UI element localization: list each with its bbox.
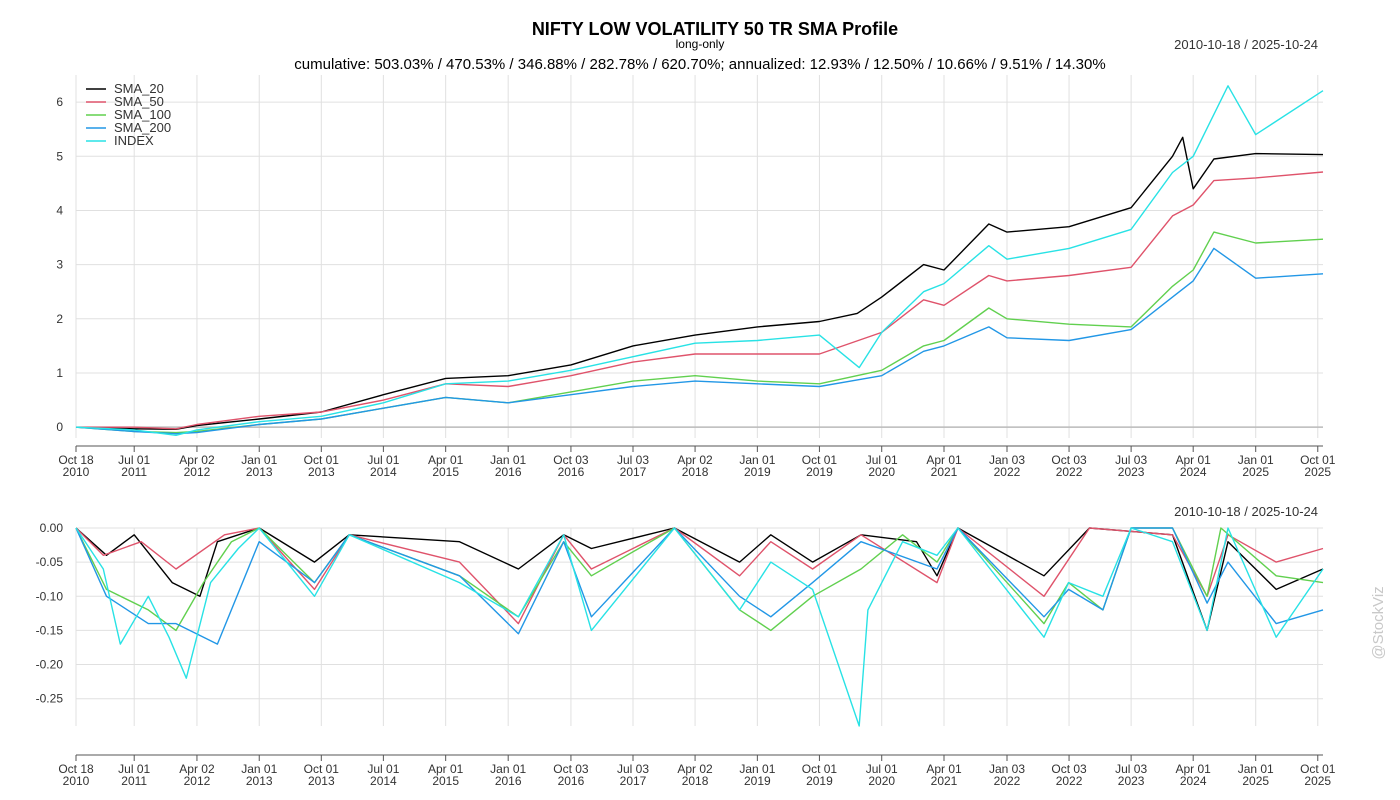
cumulative-x-tick-label-10: Apr 02 2018 [677,453,713,479]
drawdown-grid [75,527,1323,726]
drawdown-lines [75,527,1324,727]
cumulative-x-tick-label-15: Jan 03 2022 [989,453,1025,479]
drawdown-x-tick-label-5: Jul 01 2014 [367,762,399,788]
chart-subtitle: long-only [676,37,725,51]
cumulative-x-tick-label-20: Oct 01 2025 [1300,453,1336,479]
cumulative-x-tick-label-1: Jul 01 2011 [118,453,150,479]
cumulative-x-tick-label-3: Jan 01 2013 [241,453,277,479]
cumulative-y-tick-label-4: 4 [56,203,63,217]
cumulative-x-tick-label-14: Apr 01 2021 [926,453,962,479]
drawdown-x-tick-label-16: Oct 03 2022 [1051,762,1087,788]
cumulative-axes: Oct 18 2010 Jul 01 2011 Apr 02 2012 Jan 01 2013… [56,95,1335,479]
cumulative-x-tick-label-16: Oct 03 2022 [1051,453,1087,479]
cumulative-y-tick-label-3: 3 [56,258,63,272]
drawdown-x-tick-label-7: Jan 01 2016 [490,762,526,788]
legend-label-sma-100: SMA_100 [114,107,171,122]
cumulative-x-tick-label-5: Jul 01 2014 [367,453,399,479]
drawdown-x-tick-label-0: Oct 18 2010 [58,762,94,788]
drawdown-x-tick-label-15: Jan 03 2022 [989,762,1025,788]
cumulative-line-sma-20 [75,136,1324,430]
legend-label-index: INDEX [114,133,154,148]
drawdown-line-sma-50 [75,527,1324,625]
drawdown-x-tick-label-6: Apr 01 2015 [428,762,464,788]
cumulative-y-tick-label-5: 5 [56,149,63,163]
drawdown-y-tick-label-0: 0.00 [40,521,64,535]
cumulative-line-index [75,85,1324,436]
drawdown-x-tick-label-3: Jan 01 2013 [241,762,277,788]
drawdown-x-tick-label-20: Oct 01 2025 [1300,762,1336,788]
drawdown-axes: Oct 18 2010 Jul 01 2011 Apr 02 2012 Jan 01 2013… [36,521,1336,788]
bottom-date-range: 2010-10-18 / 2025-10-24 [1174,504,1318,519]
top-date-range: 2010-10-18 / 2025-10-24 [1174,37,1318,52]
drawdown-y-tick-label-1: -0.05 [36,555,64,569]
drawdown-x-tick-label-10: Apr 02 2018 [677,762,713,788]
drawdown-y-tick-label-5: -0.25 [36,692,64,706]
drawdown-x-tick-label-2: Apr 02 2012 [179,762,215,788]
drawdown-x-tick-label-18: Apr 01 2024 [1176,762,1212,788]
watermark: @StockViz [1370,586,1387,659]
cumulative-line-sma-200 [75,247,1324,435]
legend-label-sma-200: SMA_200 [114,120,171,135]
cumulative-x-tick-label-18: Apr 01 2024 [1176,453,1212,479]
cumulative-x-tick-label-6: Apr 01 2015 [428,453,464,479]
cumulative-line-sma-50 [76,171,1324,430]
cumulative-y-tick-label-0: 0 [56,420,63,434]
drawdown-x-tick-label-14: Apr 01 2021 [926,762,962,788]
cumulative-lines [75,85,1324,436]
drawdown-x-tick-label-11: Jan 01 2019 [739,762,775,788]
cumulative-x-tick-label-17: Jul 03 2023 [1115,453,1147,479]
drawdown-line-index [75,527,1324,727]
cumulative-y-tick-label-6: 6 [56,95,63,109]
drawdown-x-tick-label-17: Jul 03 2023 [1115,762,1147,788]
cumulative-x-tick-label-12: Oct 01 2019 [802,453,838,479]
drawdown-x-tick-label-4: Oct 01 2013 [304,762,340,788]
drawdown-y-tick-label-4: -0.20 [36,658,64,672]
cumulative-x-tick-label-11: Jan 01 2019 [739,453,775,479]
cumulative-x-tick-label-9: Jul 03 2017 [617,453,649,479]
cumulative-x-tick-label-13: Jul 01 2020 [866,453,898,479]
legend-label-sma-50: SMA_50 [114,94,164,109]
cumulative-y-tick-label-1: 1 [56,366,63,380]
drawdown-x-tick-label-19: Jan 01 2025 [1238,762,1274,788]
cumulative-x-tick-label-19: Jan 01 2025 [1238,453,1274,479]
drawdown-line-sma-200 [75,527,1324,645]
cumulative-x-tick-label-0: Oct 18 2010 [58,453,94,479]
cumulative-x-tick-label-7: Jan 01 2016 [490,453,526,479]
drawdown-x-tick-label-8: Oct 03 2016 [553,762,589,788]
drawdown-y-tick-label-3: -0.15 [36,623,64,637]
cumulative-x-tick-label-4: Oct 01 2013 [304,453,340,479]
drawdown-x-tick-label-13: Jul 01 2020 [866,762,898,788]
drawdown-x-tick-label-9: Jul 03 2017 [617,762,649,788]
drawdown-x-tick-label-1: Jul 01 2011 [118,762,150,788]
drawdown-y-tick-label-2: -0.10 [36,589,64,603]
chart-title: NIFTY LOW VOLATILITY 50 TR SMA Profile [532,19,898,39]
legend-label-sma-20: SMA_20 [114,81,164,96]
cumulative-x-tick-label-8: Oct 03 2016 [553,453,589,479]
drawdown-x-tick-label-12: Oct 01 2019 [802,762,838,788]
cumulative-grid [75,75,1323,438]
cumulative-y-tick-label-2: 2 [56,312,63,326]
cumulative-x-tick-label-2: Apr 02 2012 [179,453,215,479]
chart-stats: cumulative: 503.03% / 470.53% / 346.88% … [294,56,1105,73]
